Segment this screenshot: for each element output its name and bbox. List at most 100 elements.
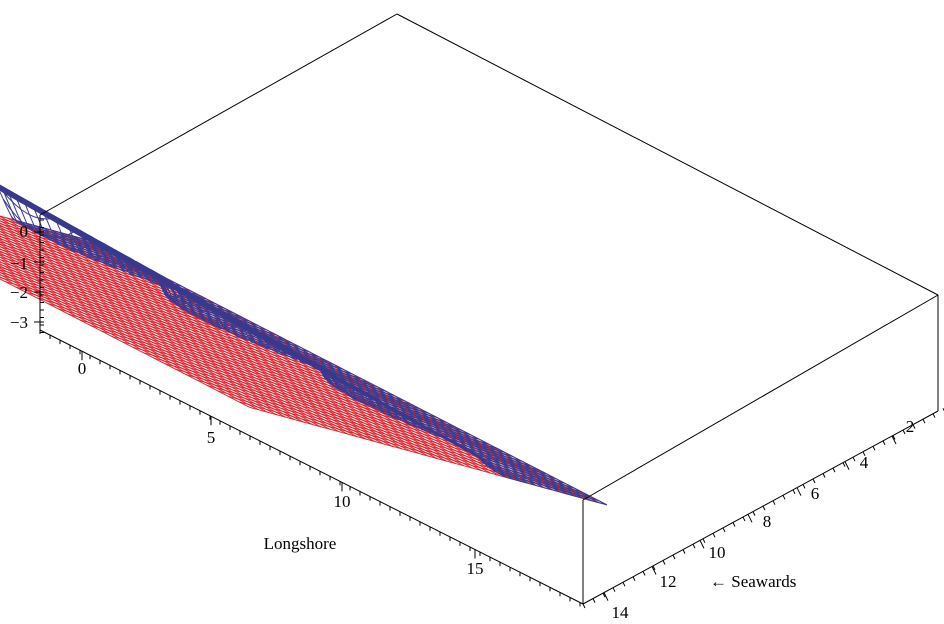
y-minor-tick bbox=[772, 500, 776, 505]
y-minor-tick bbox=[722, 527, 726, 533]
y-minor-tick bbox=[742, 516, 746, 522]
box-front-edge bbox=[39, 329, 584, 605]
blue-grid-line bbox=[0, 191, 97, 243]
blue-grid-line bbox=[0, 185, 165, 278]
red-grid-line bbox=[0, 226, 465, 467]
blue-cusp-surface bbox=[0, 184, 608, 506]
y-minor-tick bbox=[752, 511, 756, 516]
z-tick-label: 0 bbox=[20, 222, 29, 241]
y-minor-tick bbox=[842, 462, 846, 467]
y-minor-tick bbox=[822, 473, 826, 478]
z-tick-label: −2 bbox=[10, 283, 28, 302]
red-plane-surface bbox=[0, 215, 608, 506]
axis-ticks bbox=[34, 219, 944, 609]
y-minor-tick bbox=[872, 446, 876, 451]
y-minor-tick bbox=[642, 571, 646, 576]
red-grid-line bbox=[0, 246, 384, 445]
red-grid-line bbox=[0, 230, 447, 462]
red-grid-line bbox=[6, 217, 518, 481]
blue-grid-line bbox=[0, 184, 122, 256]
y-major-tick bbox=[747, 514, 753, 523]
y-minor-tick bbox=[612, 587, 616, 592]
y-minor-tick bbox=[832, 467, 836, 473]
y-minor-tick bbox=[802, 484, 806, 489]
x-axis-title: Longshore bbox=[264, 534, 337, 553]
red-grid-line bbox=[0, 250, 367, 440]
red-grid-line bbox=[0, 263, 313, 425]
y-major-tick bbox=[603, 592, 609, 601]
red-grid-line bbox=[0, 269, 286, 418]
y-tick-label: 4 bbox=[860, 453, 869, 472]
red-grid-line bbox=[0, 256, 340, 433]
red-grid-line bbox=[0, 261, 322, 428]
red-grid-line bbox=[0, 241, 402, 450]
red-grid-line bbox=[0, 237, 420, 455]
y-axis-title: ← Seawards bbox=[710, 572, 796, 591]
y-tick-label: 8 bbox=[763, 512, 772, 531]
red-grid-line bbox=[0, 243, 393, 447]
red-grid-line bbox=[0, 230, 161, 276]
red-grid-line bbox=[0, 235, 429, 457]
z-tick-label: −3 bbox=[10, 313, 28, 332]
blue-grid-line bbox=[0, 189, 251, 333]
y-minor-tick bbox=[692, 543, 696, 549]
y-tick-label: 14 bbox=[612, 603, 630, 622]
y-minor-tick bbox=[922, 418, 926, 424]
red-grid-line bbox=[0, 228, 456, 464]
red-grid-line bbox=[0, 248, 376, 442]
y-major-tick bbox=[844, 461, 850, 470]
red-grid-line bbox=[0, 233, 171, 282]
blue-grid-line bbox=[0, 185, 157, 274]
y-minor-tick bbox=[852, 456, 856, 462]
red-grid-line bbox=[0, 274, 268, 413]
y-minor-tick bbox=[912, 424, 916, 429]
box-top-edge bbox=[39, 13, 398, 216]
y-minor-tick bbox=[762, 505, 766, 511]
red-grid-line bbox=[0, 224, 474, 469]
x-tick-label: 10 bbox=[334, 492, 351, 511]
y-minor-tick bbox=[632, 576, 636, 582]
blue-grid-line bbox=[65, 233, 577, 497]
y-minor-tick bbox=[662, 560, 666, 565]
blue-grid-line bbox=[0, 185, 139, 265]
y-minor-tick bbox=[582, 603, 586, 609]
x-tick-label: 0 bbox=[78, 359, 87, 378]
blue-grid-line bbox=[0, 188, 276, 335]
box-right-edge bbox=[582, 410, 939, 605]
red-grid-line bbox=[0, 239, 411, 452]
red-grid-line bbox=[15, 219, 527, 484]
y-minor-tick bbox=[932, 413, 936, 418]
red-grid-line bbox=[0, 223, 129, 260]
blue-grid-line bbox=[0, 185, 131, 261]
y-major-tick bbox=[796, 487, 802, 496]
red-grid-line bbox=[0, 215, 509, 479]
red-grid-line bbox=[0, 265, 304, 423]
red-grid-line bbox=[0, 278, 251, 408]
y-minor-tick bbox=[592, 598, 596, 603]
y-major-tick bbox=[651, 566, 657, 575]
box-top-edge bbox=[396, 13, 939, 296]
blue-grid-line bbox=[0, 186, 174, 283]
red-grid-line bbox=[0, 220, 492, 474]
y-minor-tick bbox=[622, 582, 626, 587]
y-minor-tick bbox=[702, 538, 706, 544]
y-minor-tick bbox=[652, 565, 656, 571]
y-minor-tick bbox=[812, 478, 816, 484]
red-grid-line bbox=[0, 254, 349, 435]
blue-grid-line bbox=[33, 224, 545, 489]
red-grid-line bbox=[0, 233, 438, 459]
x-tick-label: 15 bbox=[467, 559, 484, 578]
y-minor-tick bbox=[862, 451, 866, 457]
red-grid-line bbox=[0, 276, 260, 411]
y-minor-tick bbox=[792, 489, 796, 495]
y-major-tick bbox=[699, 540, 705, 549]
blue-grid-line bbox=[96, 241, 608, 506]
y-minor-tick bbox=[682, 549, 686, 554]
y-minor-tick bbox=[732, 522, 736, 527]
red-grid-line bbox=[0, 252, 358, 438]
box-inner-edge bbox=[582, 294, 939, 501]
y-minor-tick bbox=[882, 440, 886, 446]
y-major-tick bbox=[891, 435, 897, 445]
z-tick-label: −1 bbox=[10, 254, 28, 273]
